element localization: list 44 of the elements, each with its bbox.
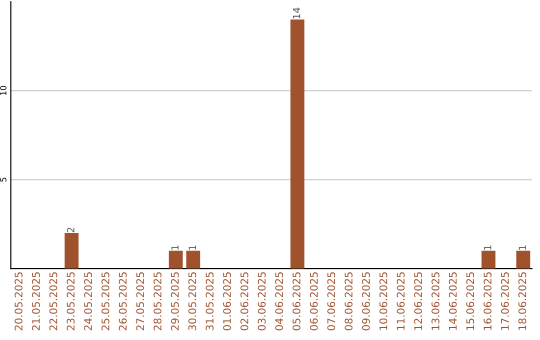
y-tick-label: 10: [0, 86, 6, 96]
x-tick-label: 15.06.2025: [466, 272, 474, 330]
x-tick-label: 27.05.2025: [136, 272, 144, 330]
x-tick-label: 03.06.2025: [258, 272, 266, 330]
bar: [168, 250, 183, 269]
x-tick-label: 09.06.2025: [362, 272, 370, 330]
x-tick-label: 07.06.2025: [327, 272, 336, 330]
x-tick-label: 06.06.2025: [310, 272, 318, 330]
x-tick-label: 30.05.2025: [188, 272, 196, 330]
bar: [482, 250, 496, 269]
x-tick-label: 16.06.2025: [484, 272, 492, 330]
x-tick-label: 11.06.2025: [396, 272, 405, 330]
x-tick-label: 28.05.2025: [154, 272, 162, 330]
x-tick-label: 22.05.2025: [49, 272, 58, 330]
data-label: 2: [67, 228, 74, 232]
x-tick-label: 01.06.2025: [223, 272, 231, 330]
bar: [516, 250, 530, 269]
x-tick-label: 26.05.2025: [118, 272, 127, 330]
data-label: 1: [518, 246, 526, 250]
data-label: 1: [188, 246, 196, 250]
x-tick-label: 25.05.2025: [101, 272, 110, 330]
x-tick-label: 08.06.2025: [344, 272, 353, 330]
data-label: 14: [293, 8, 300, 18]
bar: [186, 250, 200, 269]
x-tick-label: 05.06.2025: [292, 272, 300, 330]
bar: [64, 233, 79, 269]
x-tick-label: 10.06.2025: [379, 272, 388, 330]
x-tick-label: 18.06.2025: [518, 272, 526, 330]
x-tick-label: 02.06.2025: [240, 272, 248, 330]
x-tick-label: 17.06.2025: [500, 272, 509, 330]
x-tick-label: 14.06.2025: [448, 272, 457, 330]
x-tick-label: 12.06.2025: [414, 272, 422, 330]
bar: [290, 19, 304, 269]
x-tick-label: 04.06.2025: [275, 272, 284, 330]
x-tick-label: 23.05.2025: [66, 272, 75, 330]
x-tick-label: 31.05.2025: [206, 272, 214, 330]
y-tick-label: 5: [0, 178, 6, 182]
x-tick-label: 29.05.2025: [170, 272, 179, 330]
x-tick-label: 20.05.2025: [14, 272, 23, 330]
x-tick-label: 21.05.2025: [32, 272, 40, 330]
data-label: 1: [171, 246, 178, 250]
x-tick-label: 24.05.2025: [84, 272, 92, 330]
data-label: 1: [484, 246, 492, 250]
x-tick-label: 13.06.2025: [432, 272, 440, 330]
